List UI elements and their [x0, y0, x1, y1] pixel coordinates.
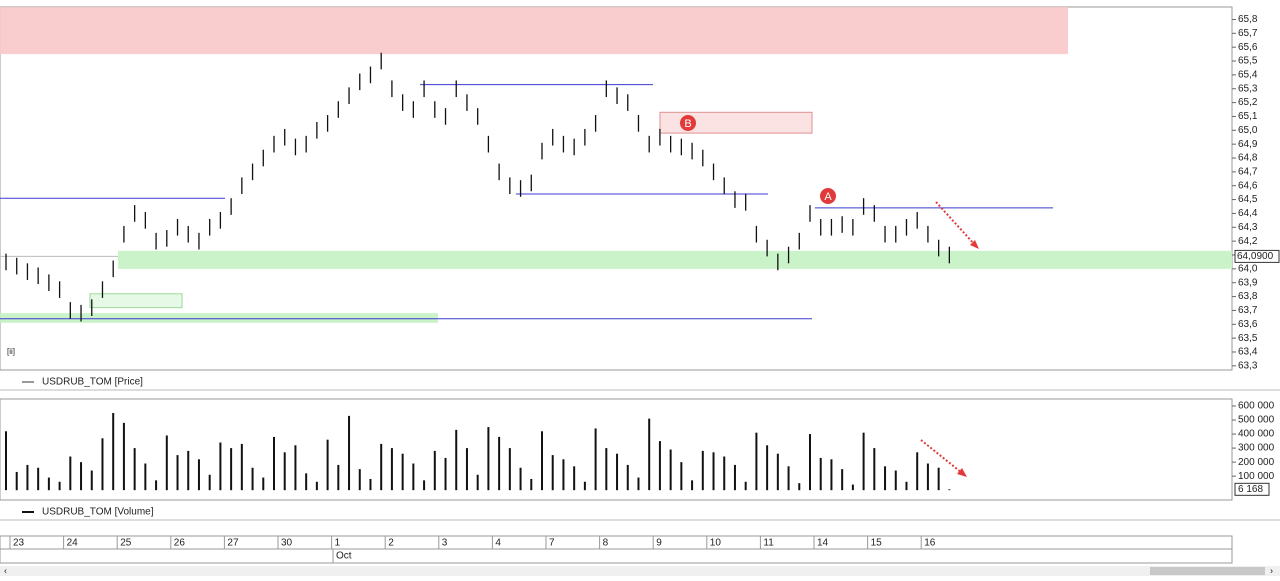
trend-arrow: [935, 201, 976, 246]
x-tick-label: 14: [817, 538, 829, 549]
legend-price: USDRUB_TOM [Price]: [42, 377, 143, 388]
scrollbar-thumb[interactable]: [1150, 567, 1265, 575]
annotation-marker: [680, 115, 696, 131]
y-tick-label: 64,3: [1238, 222, 1258, 233]
zone: [0, 7, 1068, 55]
arrow-head: [957, 468, 967, 477]
x-tick-label: 8: [603, 538, 609, 549]
x-tick-label: 30: [281, 538, 293, 549]
annotation-label: A: [824, 191, 832, 203]
y-tick-label: 100 000: [1238, 471, 1275, 482]
y-tick-label: 64,9: [1238, 139, 1258, 150]
x-tick-label: 2: [388, 538, 394, 549]
price-panel: [0, 6, 1233, 371]
y-tick-label: 63,6: [1238, 319, 1258, 330]
y-tick-label: 65,3: [1238, 83, 1258, 94]
y-tick-label: 64,6: [1238, 180, 1258, 191]
y-tick-label: 65,1: [1238, 111, 1258, 122]
y-tick-label: 63,7: [1238, 305, 1258, 316]
y-tick-label: 65,4: [1238, 70, 1258, 81]
y-tick-label: 65,5: [1238, 56, 1258, 67]
legend-volume: USDRUB_TOM [Volume]: [42, 507, 154, 518]
y-tick-label: 200 000: [1238, 457, 1275, 468]
zone: [659, 111, 813, 134]
x-tick-label: 1: [335, 538, 341, 549]
y-tick-label: 65,0: [1238, 125, 1258, 136]
y-tick-label: 64,2: [1238, 236, 1258, 247]
y-tick-label: 65,7: [1238, 28, 1258, 39]
x-tick-label: 7: [549, 538, 555, 549]
x-tick-label: 25: [120, 538, 132, 549]
scroll-right[interactable]: ›: [1270, 565, 1273, 575]
y-tick-label: 63,4: [1238, 347, 1258, 358]
current-volume-label: 6 168: [1238, 484, 1263, 495]
x-tick-label: 3: [442, 538, 448, 549]
y-tick-label: 300 000: [1238, 443, 1275, 454]
current-volume-box: [1234, 482, 1270, 496]
x-tick-label: 16: [924, 538, 936, 549]
zone: [118, 250, 1232, 269]
y-tick-label: 64,0: [1238, 263, 1258, 274]
y-tick-label: 64,7: [1238, 167, 1258, 178]
zone: [0, 313, 438, 323]
y-tick-label: 63,9: [1238, 277, 1258, 288]
month-label: Oct: [336, 551, 352, 562]
y-tick-label: 500 000: [1238, 415, 1275, 426]
x-tick-label: 9: [656, 538, 662, 549]
y-tick-label: 400 000: [1238, 429, 1275, 440]
y-tick-label: 63,5: [1238, 333, 1258, 344]
scrollbar[interactable]: [0, 566, 1280, 576]
volume-panel: [0, 398, 1233, 501]
x-tick-label: 10: [710, 538, 722, 549]
y-tick-label: 600 000: [1238, 401, 1275, 412]
trend-arrow: [920, 439, 963, 474]
arrow-head: [970, 240, 979, 249]
zone: [89, 293, 183, 309]
y-tick-label: 63,3: [1238, 360, 1258, 371]
y-tick-label: 63,8: [1238, 291, 1258, 302]
x-tick-label: 23: [13, 538, 25, 549]
x-tick-label: 11: [763, 538, 774, 549]
scroll-left[interactable]: ‹: [4, 565, 7, 575]
y-tick-label: 65,2: [1238, 97, 1258, 108]
x-tick-label: 4: [495, 538, 501, 549]
y-tick-label: 64,4: [1238, 208, 1258, 219]
corner-label: [ii]: [7, 347, 15, 356]
y-tick-label: 65,8: [1238, 14, 1258, 25]
current-price-label: 64,0900: [1237, 251, 1274, 262]
y-tick-label: 65,6: [1238, 42, 1258, 53]
y-tick-label: 64,5: [1238, 194, 1258, 205]
x-tick-label: 27: [227, 538, 239, 549]
x-tick-label: 26: [174, 538, 186, 549]
x-tick-label: 15: [871, 538, 883, 549]
annotations: A B: [680, 115, 979, 477]
current-price-box: [1234, 249, 1280, 263]
y-tick-label: 64,8: [1238, 153, 1258, 164]
annotation-marker: [820, 188, 836, 204]
x-tick-label: 24: [67, 538, 79, 549]
annotation-label: B: [684, 118, 691, 130]
